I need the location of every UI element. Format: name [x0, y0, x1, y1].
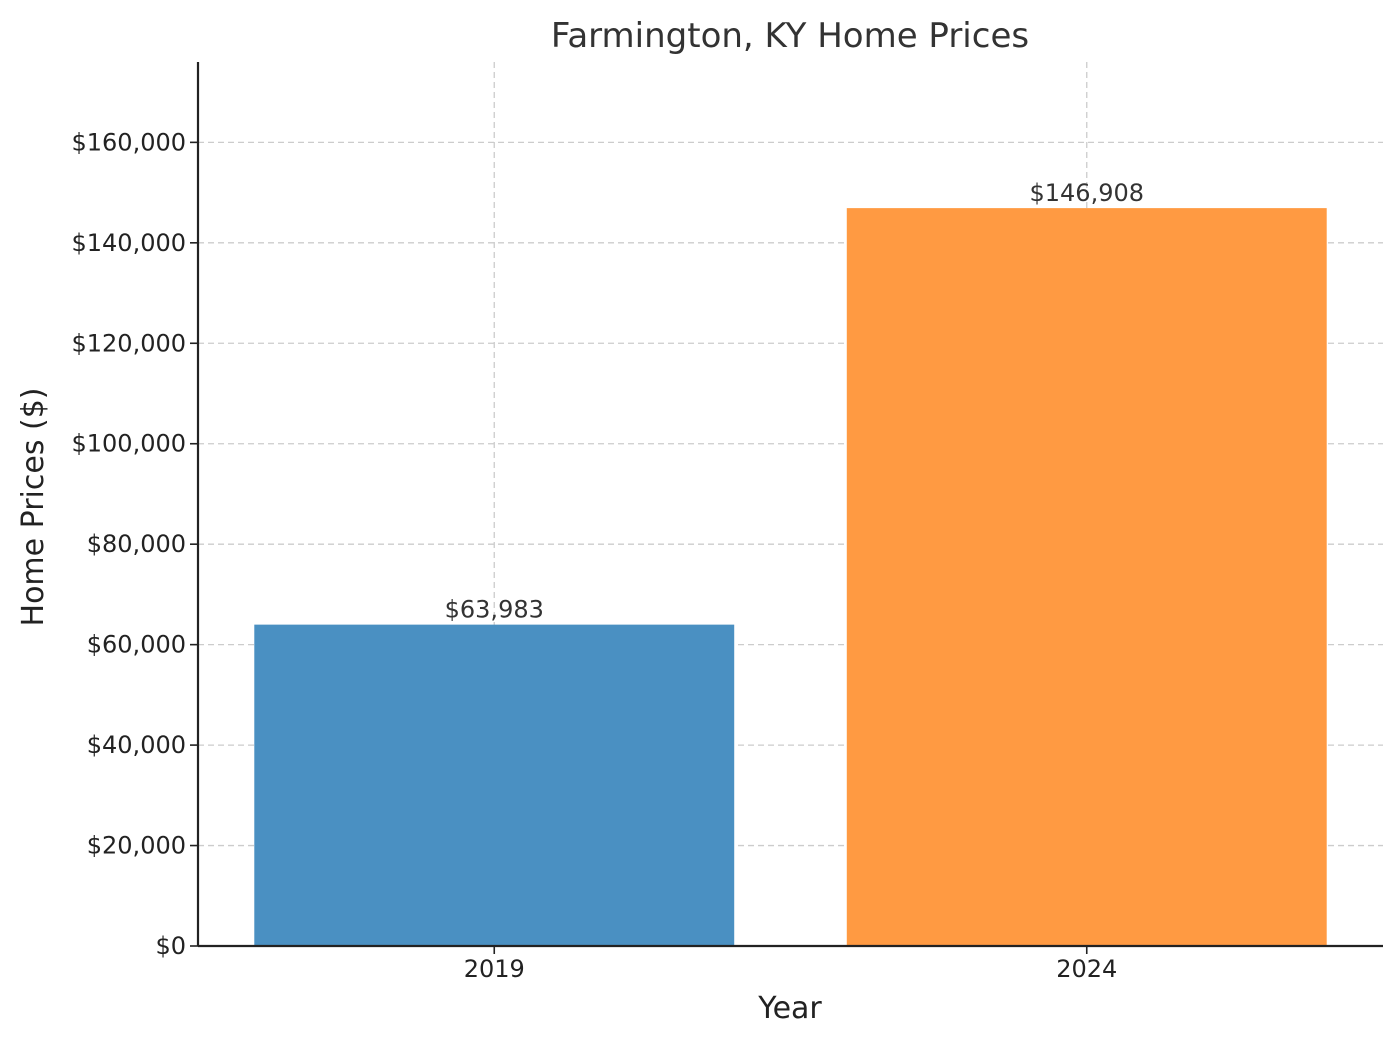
y-tick-label: $20,000 [87, 832, 186, 860]
data-label-2019: $63,983 [445, 596, 544, 624]
bar-layer [254, 208, 1327, 946]
x-tick-label: 2024 [1056, 955, 1117, 983]
x-tick-label: 2019 [464, 955, 525, 983]
bar-2019 [254, 624, 735, 946]
data-label-2024: $146,908 [1029, 179, 1144, 207]
y-tick-label: $60,000 [87, 631, 186, 659]
y-tick-label: $0 [155, 932, 186, 960]
y-axis-label: Home Prices ($) [16, 388, 51, 627]
y-tick-label: $160,000 [71, 128, 186, 156]
x-axis-label: Year [757, 991, 822, 1026]
y-tick-label: $100,000 [71, 430, 186, 458]
y-tick-label: $120,000 [71, 329, 186, 357]
bar-2024 [846, 208, 1327, 946]
axis-layer [190, 62, 1383, 954]
y-tick-label: $80,000 [87, 530, 186, 558]
label-layer: $0 $20,000 $40,000 $60,000 $80,000 $100,000 $1… [71, 128, 1144, 983]
y-tick-label: $40,000 [87, 731, 186, 759]
y-tick-label: $140,000 [71, 229, 186, 257]
chart-title: Farmington, KY Home Prices [551, 16, 1029, 56]
